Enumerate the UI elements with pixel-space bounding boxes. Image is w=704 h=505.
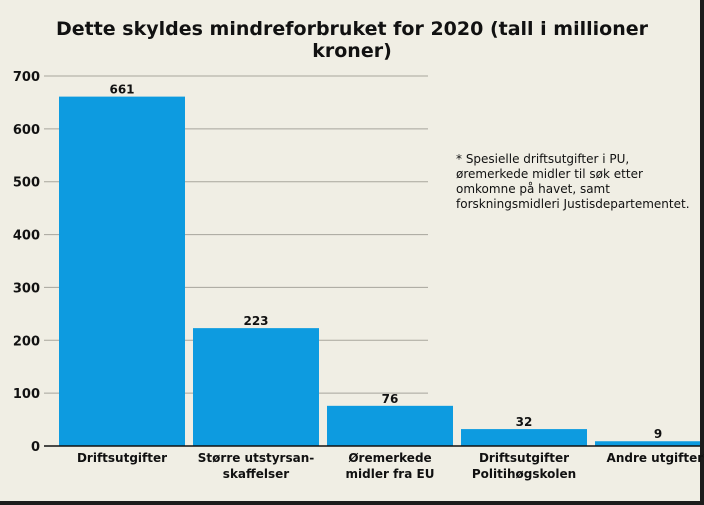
data-label: 661 [109, 83, 134, 97]
y-tick-label: 400 [13, 229, 40, 244]
bar [595, 441, 700, 446]
x-tick-label: Andre utgifter* [607, 451, 704, 465]
data-label: 9 [654, 427, 662, 441]
bar [461, 429, 587, 446]
x-tick-label: Driftsutgifter [77, 451, 167, 465]
data-label: 76 [382, 392, 399, 406]
bar [59, 96, 185, 446]
x-tick-label: Driftsutgifter [479, 451, 569, 465]
data-label: 32 [516, 415, 533, 429]
data-label: 223 [243, 314, 268, 328]
x-tick-label: Politihøgskolen [472, 467, 576, 481]
bar [193, 328, 319, 446]
x-tick-label: Øremerkede [348, 451, 431, 465]
y-tick-label: 600 [13, 123, 40, 138]
y-tick-label: 700 [13, 70, 40, 85]
y-tick-label: 0 [31, 440, 40, 455]
y-tick-label: 100 [13, 387, 40, 402]
x-tick-label: Større utstyrsan- [198, 451, 314, 465]
y-tick-label: 300 [13, 281, 40, 296]
y-tick-label: 200 [13, 334, 40, 349]
footnote: * Spesielle driftsutgifter i PU, øremerk… [456, 152, 690, 211]
y-tick-label: 500 [13, 176, 40, 191]
x-tick-label: midler fra EU [346, 467, 435, 481]
x-tick-label: skaffelser [223, 467, 289, 481]
chart-title: Dette skyldes mindreforbruket for 2020 (… [55, 18, 648, 62]
bar [327, 405, 453, 446]
